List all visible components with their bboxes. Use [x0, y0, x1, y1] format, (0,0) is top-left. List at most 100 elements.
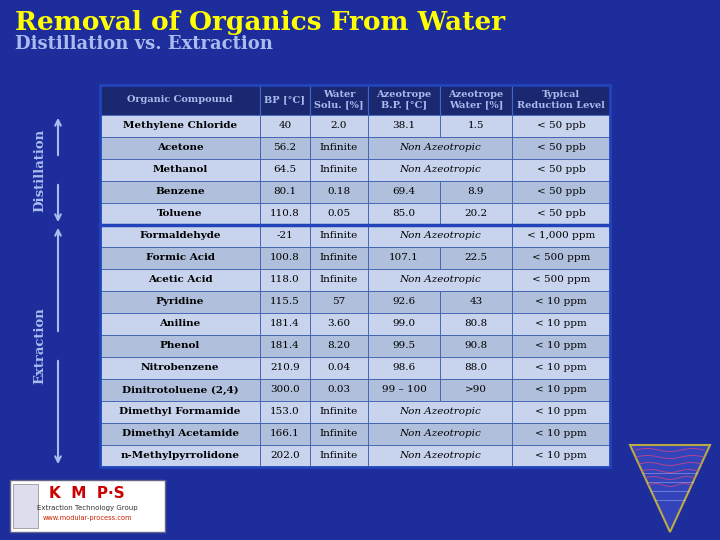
- Bar: [260, 269, 310, 291]
- Bar: [512, 181, 610, 203]
- Bar: [260, 225, 310, 247]
- Bar: [368, 357, 440, 379]
- Bar: [100, 335, 260, 357]
- Bar: [100, 269, 260, 291]
- Bar: [512, 313, 610, 335]
- Text: Nitrobenzene: Nitrobenzene: [140, 363, 220, 373]
- Text: Non Azeotropic: Non Azeotropic: [399, 408, 481, 416]
- Text: Extraction: Extraction: [34, 308, 47, 384]
- Text: < 1,000 ppm: < 1,000 ppm: [527, 232, 595, 240]
- Bar: [260, 181, 310, 203]
- Text: Dimethyl Formamide: Dimethyl Formamide: [120, 408, 240, 416]
- Bar: [512, 225, 610, 247]
- Text: < 50 ppb: < 50 ppb: [536, 165, 585, 174]
- Bar: [440, 85, 512, 115]
- Text: Non Azeotropic: Non Azeotropic: [399, 144, 481, 152]
- Bar: [100, 115, 260, 137]
- Text: 3.60: 3.60: [328, 320, 351, 328]
- Text: >90: >90: [465, 386, 487, 395]
- Bar: [100, 291, 260, 313]
- Text: 57: 57: [333, 298, 346, 307]
- Bar: [512, 115, 610, 137]
- Bar: [310, 357, 368, 379]
- Text: K  M  P·S: K M P·S: [49, 487, 125, 502]
- Text: 56.2: 56.2: [274, 144, 297, 152]
- Text: 43: 43: [469, 298, 482, 307]
- Bar: [512, 357, 610, 379]
- Bar: [368, 115, 440, 137]
- Bar: [512, 85, 610, 115]
- Bar: [512, 291, 610, 313]
- Text: Organic Compound: Organic Compound: [127, 96, 233, 105]
- Text: Dimethyl Acetamide: Dimethyl Acetamide: [122, 429, 238, 438]
- Bar: [440, 357, 512, 379]
- Bar: [310, 159, 368, 181]
- Text: 166.1: 166.1: [270, 429, 300, 438]
- Text: Extraction Technology Group: Extraction Technology Group: [37, 505, 138, 511]
- Text: Non Azeotropic: Non Azeotropic: [399, 232, 481, 240]
- Polygon shape: [630, 445, 710, 532]
- Bar: [440, 335, 512, 357]
- Bar: [310, 115, 368, 137]
- Text: -21: -21: [276, 232, 293, 240]
- Text: 153.0: 153.0: [270, 408, 300, 416]
- Bar: [100, 247, 260, 269]
- Bar: [260, 335, 310, 357]
- Text: Distillation: Distillation: [34, 129, 47, 212]
- Bar: [310, 137, 368, 159]
- Bar: [512, 445, 610, 467]
- Text: 98.6: 98.6: [392, 363, 415, 373]
- Bar: [260, 203, 310, 225]
- Text: 0.03: 0.03: [328, 386, 351, 395]
- Text: Formaldehyde: Formaldehyde: [139, 232, 221, 240]
- Text: Pyridine: Pyridine: [156, 298, 204, 307]
- Text: 69.4: 69.4: [392, 187, 415, 197]
- Text: < 500 ppm: < 500 ppm: [532, 253, 590, 262]
- Text: < 10 ppm: < 10 ppm: [535, 298, 587, 307]
- Bar: [310, 85, 368, 115]
- Text: 210.9: 210.9: [270, 363, 300, 373]
- Text: 181.4: 181.4: [270, 341, 300, 350]
- Text: Phenol: Phenol: [160, 341, 200, 350]
- Text: 40: 40: [279, 122, 292, 131]
- Bar: [368, 137, 512, 159]
- Bar: [368, 313, 440, 335]
- Bar: [100, 313, 260, 335]
- Text: < 10 ppm: < 10 ppm: [535, 429, 587, 438]
- Bar: [368, 85, 440, 115]
- Bar: [440, 313, 512, 335]
- Bar: [512, 203, 610, 225]
- Bar: [100, 203, 260, 225]
- Text: Azeotrope
Water [%]: Azeotrope Water [%]: [449, 90, 503, 110]
- Text: Removal of Organics From Water: Removal of Organics From Water: [15, 10, 505, 35]
- Text: Non Azeotropic: Non Azeotropic: [399, 275, 481, 285]
- Text: Water
Solu. [%]: Water Solu. [%]: [314, 90, 364, 110]
- Text: < 50 ppb: < 50 ppb: [536, 187, 585, 197]
- Text: 202.0: 202.0: [270, 451, 300, 461]
- Bar: [260, 401, 310, 423]
- Text: < 10 ppm: < 10 ppm: [535, 408, 587, 416]
- Bar: [440, 203, 512, 225]
- Bar: [512, 269, 610, 291]
- Text: < 50 ppb: < 50 ppb: [536, 144, 585, 152]
- Text: 22.5: 22.5: [464, 253, 487, 262]
- Bar: [260, 357, 310, 379]
- Text: 99 – 100: 99 – 100: [382, 386, 426, 395]
- Text: Formic Acid: Formic Acid: [145, 253, 215, 262]
- Text: Acetic Acid: Acetic Acid: [148, 275, 212, 285]
- Text: Infinite: Infinite: [320, 451, 358, 461]
- Bar: [310, 445, 368, 467]
- Bar: [260, 379, 310, 401]
- Text: < 10 ppm: < 10 ppm: [535, 320, 587, 328]
- Text: Non Azeotropic: Non Azeotropic: [399, 451, 481, 461]
- Bar: [260, 291, 310, 313]
- Text: Non Azeotropic: Non Azeotropic: [399, 429, 481, 438]
- Bar: [260, 247, 310, 269]
- Text: 181.4: 181.4: [270, 320, 300, 328]
- Bar: [100, 379, 260, 401]
- Bar: [100, 357, 260, 379]
- Bar: [310, 225, 368, 247]
- Bar: [260, 423, 310, 445]
- Text: Azeotrope
B.P. [°C]: Azeotrope B.P. [°C]: [377, 90, 431, 110]
- Bar: [260, 115, 310, 137]
